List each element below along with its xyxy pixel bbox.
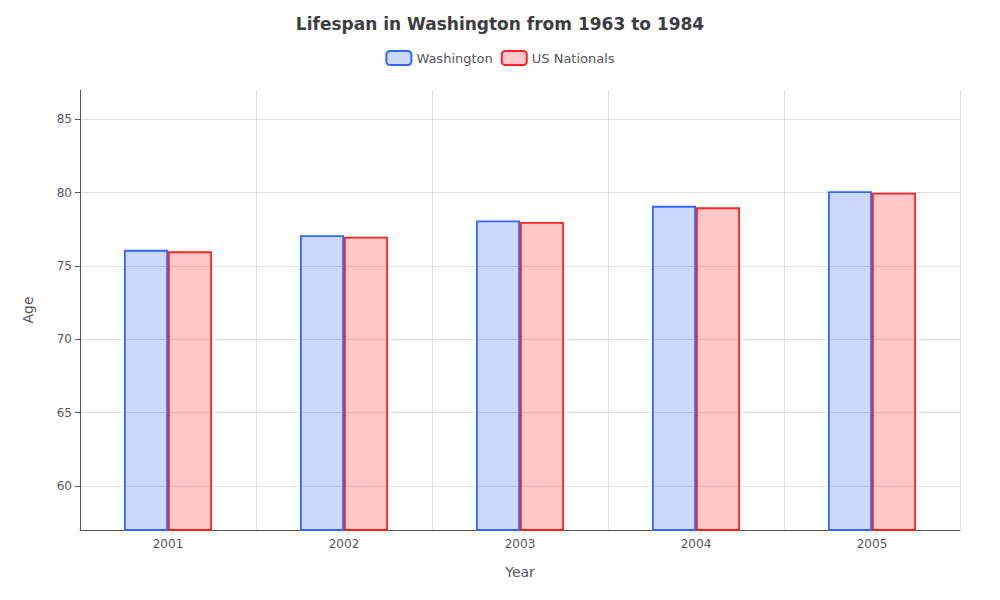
svg-text:Lifespan in Washington from 19: Lifespan in Washington from 1963 to 1984: [296, 14, 705, 34]
svg-text:75: 75: [57, 259, 72, 273]
svg-text:85: 85: [57, 112, 72, 126]
svg-text:Age: Age: [20, 296, 36, 323]
svg-text:Year: Year: [504, 564, 535, 580]
svg-text:2005: 2005: [857, 537, 888, 551]
svg-text:US Nationals: US Nationals: [532, 51, 615, 66]
svg-text:80: 80: [57, 186, 72, 200]
svg-text:60: 60: [57, 479, 72, 493]
svg-text:65: 65: [57, 406, 72, 420]
svg-text:70: 70: [57, 332, 72, 346]
svg-text:2004: 2004: [681, 537, 712, 551]
svg-text:2001: 2001: [153, 537, 184, 551]
svg-text:Washington: Washington: [416, 51, 492, 66]
svg-text:2003: 2003: [505, 537, 536, 551]
svg-text:2002: 2002: [329, 537, 360, 551]
